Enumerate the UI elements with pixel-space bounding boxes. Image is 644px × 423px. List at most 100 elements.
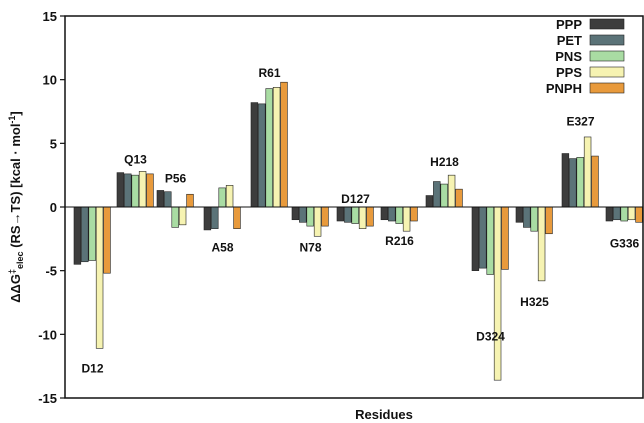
bars: [73, 81, 643, 381]
bar-n78-pet: [299, 206, 307, 223]
bar-r61-pps: [272, 87, 281, 208]
bar-n78-pns: [306, 206, 314, 227]
y-axis-title: ΔΔG‡elec (RS→TS) [kcal · mol-1]: [7, 111, 25, 303]
bar-p56-pps: [178, 206, 187, 226]
legend-swatch-pps: [589, 66, 625, 78]
legend-label-pnph: PNPH: [546, 81, 582, 96]
residue-label-a58: A58: [211, 240, 233, 254]
y-title-sub: elec: [15, 251, 25, 269]
legend-label-ppp: PPP: [556, 17, 582, 32]
residue-label-p56: P56: [165, 172, 187, 186]
y-title-end: ]: [8, 111, 23, 115]
plot-frame: [64, 15, 644, 399]
y-title-post: (RS→TS) [kcal · mol: [8, 124, 23, 252]
bar-h218-ppp: [425, 195, 434, 208]
legend-label-pet: PET: [557, 33, 582, 48]
y-tick-label: 5: [50, 136, 57, 151]
bar-g336-pnph: [635, 206, 643, 223]
y-title-sup: ‡: [7, 269, 17, 274]
residue-label-r216: R216: [385, 234, 414, 248]
bar-r61-pns: [265, 88, 273, 208]
bar-e327-pnph: [591, 155, 599, 208]
y-tick-label: -10: [38, 327, 57, 342]
bar-d324-pnph: [501, 206, 509, 270]
residue-label-n78: N78: [299, 240, 321, 254]
bar-g336-pps: [627, 206, 636, 221]
residue-label-d127: D127: [341, 192, 370, 206]
y-title-post-sup: -1: [7, 116, 17, 124]
bar-r61-pet: [258, 103, 266, 208]
bar-p56-ppp: [156, 190, 165, 208]
bar-e327-pet: [569, 158, 577, 208]
bar-e327-ppp: [561, 153, 570, 208]
bar-d127-ppp: [336, 206, 345, 222]
bar-h218-pet: [433, 181, 441, 208]
bar-q13-ppp: [116, 172, 125, 208]
legend-label-pns: PNS: [555, 49, 582, 64]
bar-d324-pns: [486, 206, 494, 275]
legend-swatch-ppp: [589, 18, 625, 30]
bar-d12-pet: [81, 206, 89, 263]
residue-label-e327: E327: [566, 114, 594, 128]
bar-e327-pns: [576, 157, 584, 208]
bar-r216-pps: [402, 206, 411, 232]
bar-h325-pet: [523, 206, 531, 228]
bar-a58-pns: [218, 187, 226, 208]
bar-h325-pps: [537, 206, 546, 282]
bar-h218-pps: [447, 174, 456, 208]
bar-g336-pns: [620, 206, 628, 222]
bar-h218-pns: [440, 183, 448, 208]
residue-label-h218: H218: [430, 155, 459, 169]
bar-n78-pnph: [321, 206, 329, 227]
x-axis-title: Residues: [355, 407, 413, 422]
bar-p56-pnph: [186, 193, 194, 208]
bar-d127-pns: [351, 206, 359, 224]
residue-labels: D12 Q13 P56 A58 R61 N78 D127 R216 H218 D324 H325 E3…: [81, 66, 639, 375]
residue-label-h325: H325: [520, 295, 549, 309]
bar-d12-pnph: [103, 206, 111, 274]
bar-p56-pet: [164, 191, 172, 208]
bar-h325-pns: [530, 206, 538, 232]
bar-q13-pps: [138, 171, 147, 208]
legend-label-pps: PPS: [556, 65, 582, 80]
bar-a58-pet: [211, 206, 219, 229]
bar-q13-pns: [131, 174, 139, 208]
residue-label-d12: D12: [81, 361, 103, 375]
residue-label-r61: R61: [258, 66, 280, 80]
bar-r61-ppp: [250, 102, 259, 208]
bar-g336-pet: [613, 206, 621, 221]
y-axis-ticks: -15 -10 -5 0 5 10 15: [38, 9, 65, 406]
bar-h218-pnph: [455, 188, 463, 208]
bar-a58-ppp: [203, 206, 212, 231]
y-tick-label: -15: [38, 391, 57, 406]
legend-swatch-pns: [589, 50, 625, 62]
bar-h325-pnph: [545, 206, 553, 235]
bar-r216-pet: [388, 206, 396, 222]
bar-r61-pnph: [280, 81, 288, 208]
bar-r216-pns: [395, 206, 403, 224]
bar-h325-ppp: [515, 206, 524, 223]
legend-swatch-pet: [589, 34, 625, 46]
bar-d324-ppp: [471, 206, 480, 271]
bar-r216-ppp: [380, 206, 389, 221]
bar-d127-pnph: [366, 206, 374, 227]
bar-p56-pns: [171, 206, 179, 228]
y-tick-label: -5: [45, 264, 57, 279]
y-title-pre: ΔΔG: [8, 274, 23, 303]
bar-q13-pnph: [146, 173, 154, 208]
legend-swatch-pnph: [589, 82, 625, 94]
bar-n78-ppp: [291, 206, 300, 221]
bar-d127-pet: [344, 206, 352, 223]
bar-d324-pps: [493, 206, 502, 381]
bar-g336-ppp: [605, 206, 614, 222]
residue-label-d324: D324: [476, 330, 505, 344]
bar-r216-pnph: [410, 206, 418, 222]
bar-d127-pps: [358, 206, 367, 229]
bar-d12-pps: [95, 206, 104, 349]
bar-n78-pps: [313, 206, 322, 237]
residue-label-g336: G336: [610, 237, 640, 251]
bar-d324-pet: [479, 206, 487, 269]
residue-label-q13: Q13: [124, 153, 147, 167]
